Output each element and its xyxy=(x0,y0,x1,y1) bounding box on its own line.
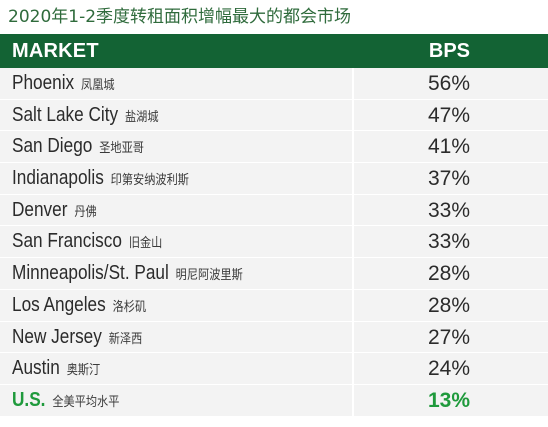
market-name-en: San Francisco xyxy=(12,230,122,253)
table-row: Minneapolis/St. Paul 明尼阿波里斯 28% xyxy=(0,258,548,290)
table-body: Phoenix 凤凰城 56% Salt Lake City 盐湖城 47% San Die… xyxy=(0,68,548,417)
bps-value: 47% xyxy=(427,103,470,127)
market-name-en: Denver xyxy=(12,198,68,221)
market-name-en: New Jersey xyxy=(12,325,102,348)
market-name: U.S. 全美平均水平 xyxy=(12,385,119,418)
bps-value: 28% xyxy=(427,262,470,286)
market-name-cn: 新泽西 xyxy=(108,331,143,347)
market-name: Denver 丹佛 xyxy=(12,195,97,228)
market-name-cn: 奥斯汀 xyxy=(66,363,101,379)
table-row: New Jersey 新泽西 27% xyxy=(0,321,548,355)
market-name-cn: 明尼阿波里斯 xyxy=(175,268,243,284)
market-name: Indianapolis 印第安纳波利斯 xyxy=(12,163,189,196)
market-cell: Minneapolis/St. Paul 明尼阿波里斯 xyxy=(0,258,354,289)
bps-value: 56% xyxy=(427,72,470,95)
table-row: Salt Lake City 盐湖城 47% xyxy=(0,99,548,133)
market-name-en: San Diego xyxy=(12,135,93,158)
market-name-cn: 旧金山 xyxy=(128,236,163,252)
market-name: Phoenix 凤凰城 xyxy=(12,68,115,101)
column-header-market: MARKET xyxy=(12,40,99,62)
market-cell: U.S. 全美平均水平 xyxy=(0,384,354,418)
market-name-en: Indianapolis xyxy=(12,167,104,190)
market-cell: Austin 奥斯汀 xyxy=(0,353,354,384)
market-cell: Los Angeles 洛杉矶 xyxy=(0,289,354,323)
market-name-en: Phoenix xyxy=(12,72,75,94)
market-cell: San Diego 圣地亚哥 xyxy=(0,131,354,164)
market-cell: Indianapolis 印第安纳波利斯 xyxy=(0,163,354,194)
market-name: Salt Lake City 盐湖城 xyxy=(12,100,159,133)
table-row: Austin 奥斯汀 24% xyxy=(0,353,548,385)
bps-value: 28% xyxy=(427,293,470,317)
market-cell: Denver 丹佛 xyxy=(0,194,354,228)
table-row: San Diego 圣地亚哥 41% xyxy=(0,131,548,164)
table-row-us-average: U.S. 全美平均水平 13% xyxy=(0,384,548,418)
market-name: Minneapolis/St. Paul 明尼阿波里斯 xyxy=(12,258,243,291)
chart-title: 2020年1-2季度转租面积增幅最大的都会市场 xyxy=(8,7,352,27)
market-name: Austin 奥斯汀 xyxy=(12,353,100,386)
table-row: Phoenix 凤凰城 56% xyxy=(0,68,548,100)
market-table: MARKET BPS Phoenix 凤凰城 56% Salt Lake City 盐湖… xyxy=(0,34,548,417)
market-name-en: Minneapolis/St. Paul xyxy=(12,262,169,285)
table-row: Indianapolis 印第安纳波利斯 37% xyxy=(0,163,548,195)
market-name-en: Salt Lake City xyxy=(12,103,119,126)
table-header: MARKET BPS xyxy=(0,34,548,68)
bps-value: 33% xyxy=(427,230,470,254)
market-name-cn: 盐湖城 xyxy=(124,109,159,125)
market-name: New Jersey 新泽西 xyxy=(12,322,142,355)
market-name-en: U.S. xyxy=(12,388,46,411)
market-name-cn: 圣地亚哥 xyxy=(99,141,144,157)
table-row: Los Angeles 洛杉矶 28% xyxy=(0,289,548,323)
market-name-en: Los Angeles xyxy=(12,293,106,316)
column-header-bps: BPS xyxy=(428,40,470,62)
market-name-cn: 丹佛 xyxy=(74,204,97,220)
market-name: Los Angeles 洛杉矶 xyxy=(12,290,146,323)
bps-value: 13% xyxy=(427,388,470,412)
market-cell: Phoenix 凤凰城 xyxy=(0,68,354,99)
market-name-cn: 凤凰城 xyxy=(81,78,115,93)
bps-value: 24% xyxy=(427,357,470,381)
bps-value: 27% xyxy=(427,325,470,349)
market-name: San Francisco 旧金山 xyxy=(12,226,162,259)
bps-value: 37% xyxy=(427,167,470,191)
market-name: San Diego 圣地亚哥 xyxy=(12,131,144,164)
market-cell: San Francisco 旧金山 xyxy=(0,226,354,259)
bps-value: 33% xyxy=(427,198,470,222)
market-name-cn: 印第安纳波利斯 xyxy=(110,173,189,189)
market-name-en: Austin xyxy=(12,357,60,380)
market-cell: New Jersey 新泽西 xyxy=(0,321,354,355)
table-row: San Francisco 旧金山 33% xyxy=(0,226,548,259)
market-name-cn: 全美平均水平 xyxy=(52,394,120,410)
market-name-cn: 洛杉矶 xyxy=(112,299,147,315)
bps-value: 41% xyxy=(427,135,470,159)
table-row: Denver 丹佛 33% xyxy=(0,194,548,228)
market-cell: Salt Lake City 盐湖城 xyxy=(0,99,354,133)
